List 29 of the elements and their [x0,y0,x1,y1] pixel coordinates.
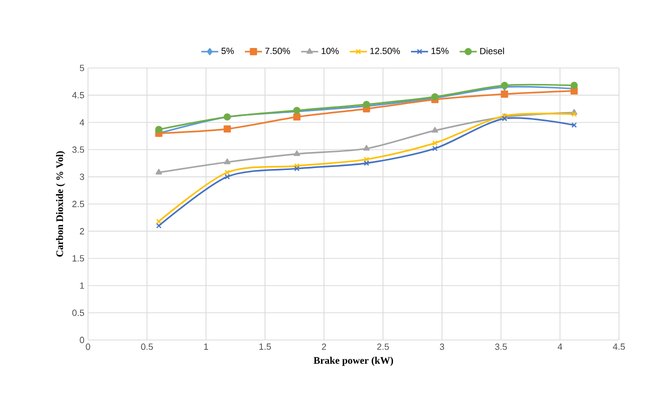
y-tick-label: 3 [80,174,84,180]
y-tick-label: 2 [80,228,84,234]
y-tick-label: 0.5 [72,310,84,316]
legend-label: 7.50% [265,48,290,54]
x-tick-label: 4 [558,344,562,350]
x-tick-label: 3.5 [495,344,507,350]
legend-label: 15% [432,48,449,54]
y-tick-label: 4.5 [72,92,84,98]
x-tick-label: 4.5 [612,344,625,350]
x-tick-label: 0 [86,344,90,350]
y-axis-title: Carbon Dioxide ( % Vol) [56,151,66,257]
y-tick-label: 0 [80,336,84,344]
legend-label: 12.50% [370,48,400,54]
x-tick-label: 1.5 [259,344,271,350]
y-tick-label: 3.5 [72,146,84,153]
x-tick-label: 2 [322,344,326,350]
y-tick-label: 4 [80,119,84,126]
y-tick-label: 1.5 [72,255,84,262]
legend-label: 5% [221,48,234,54]
y-tick-label: 2.5 [72,200,84,208]
y-tick-label: 5 [80,64,84,72]
legend-label: 10% [322,48,339,54]
legend-label: Diesel [480,48,504,54]
y-tick-label: 1 [80,282,84,289]
x-tick-label: 1 [204,344,208,350]
x-tick-label: 0.5 [141,344,153,350]
x-tick-label: 2.5 [377,344,389,350]
x-tick-label: 3 [440,344,444,350]
x-axis-title: Brake power (kW) [314,356,394,366]
